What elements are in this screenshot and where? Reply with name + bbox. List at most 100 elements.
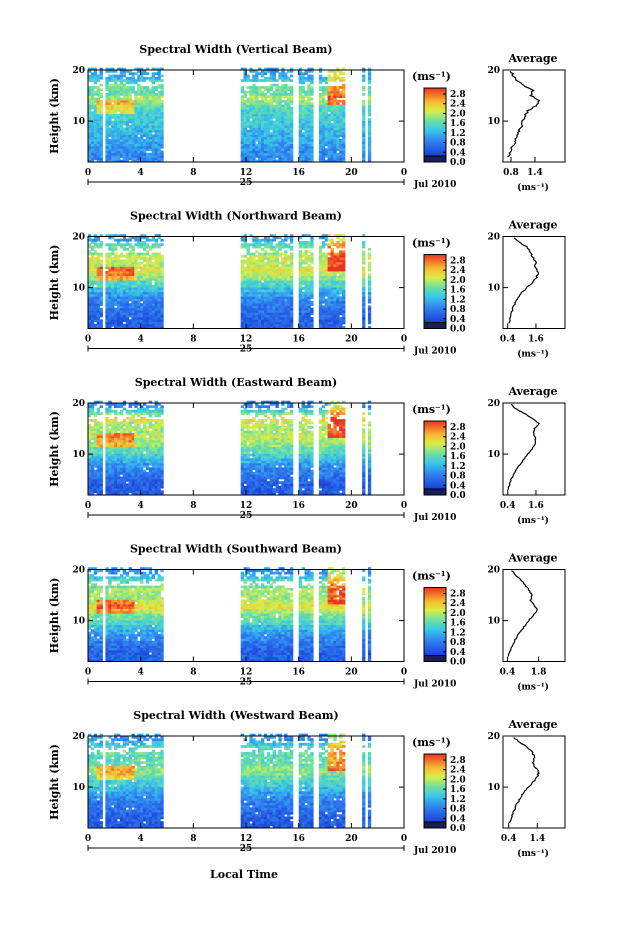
- heatmap-cell: [240, 275, 244, 279]
- heatmap-cell: [281, 99, 285, 103]
- heatmap-cell: [243, 271, 247, 274]
- heatmap-cell: [117, 423, 121, 427]
- profile-y-label: 20: [487, 233, 500, 243]
- heatmap-cell: [131, 492, 135, 496]
- heatmap-cell: [128, 472, 132, 475]
- heatmap-cell: [263, 252, 268, 256]
- heatmap-cell: [272, 104, 276, 108]
- heatmap-cell: [148, 118, 153, 121]
- heatmap-cell: [114, 483, 118, 487]
- heatmap-cell: [327, 155, 331, 158]
- heatmap-cell: [151, 118, 155, 121]
- heatmap-cell: [307, 282, 311, 286]
- heatmap-cell: [255, 139, 259, 142]
- heatmap-cell: [333, 134, 337, 138]
- heatmap-cell: [114, 74, 118, 78]
- heatmap-cell: [140, 307, 144, 311]
- heatmap-cell: [367, 76, 372, 80]
- heatmap-cell: [284, 152, 288, 156]
- heatmap-cell: [301, 104, 305, 108]
- heatmap-cell: [263, 136, 268, 140]
- heatmap-cell: [367, 300, 372, 304]
- heatmap-cell: [284, 88, 288, 92]
- heatmap-cell: [96, 104, 100, 108]
- heatmap-cell: [263, 145, 268, 149]
- heatmap-cell: [134, 102, 138, 105]
- heatmap-cell: [266, 264, 271, 267]
- heatmap-cell: [342, 317, 346, 320]
- heatmap-cell: [243, 79, 247, 82]
- heatmap-cell: [93, 451, 98, 454]
- heatmap-cell: [269, 243, 273, 247]
- heatmap-cell: [298, 280, 302, 283]
- heatmap-cell: [88, 326, 92, 329]
- heatmap-cell: [249, 143, 253, 147]
- heatmap-cell: [252, 300, 256, 304]
- heatmap-cell: [263, 143, 268, 147]
- heatmap-cell: [117, 268, 121, 272]
- heatmap-cell: [342, 134, 346, 138]
- heatmap-cell: [108, 271, 112, 274]
- heatmap-cell: [333, 323, 337, 327]
- heatmap-cell: [128, 245, 132, 249]
- heatmap-cell: [140, 254, 144, 258]
- heatmap-cell: [249, 273, 253, 276]
- heatmap-cell: [333, 157, 337, 161]
- heatmap-cell: [321, 143, 326, 147]
- heatmap-cell: [269, 106, 273, 110]
- heatmap-cell: [140, 109, 144, 112]
- heatmap-cell: [266, 90, 271, 94]
- heatmap-cell: [88, 150, 92, 154]
- heatmap-cell: [246, 300, 250, 304]
- heatmap-cell: [111, 76, 115, 80]
- heatmap-cell: [111, 70, 115, 73]
- heatmap-cell: [114, 485, 118, 489]
- heatmap-cell: [249, 323, 253, 327]
- heatmap-cell: [243, 125, 247, 128]
- heatmap-cell: [339, 268, 343, 272]
- heatmap-cell: [111, 148, 115, 151]
- heatmap-cell: [362, 155, 366, 158]
- heatmap-cell: [243, 305, 247, 309]
- heatmap-cell: [99, 150, 103, 154]
- heatmap-cell: [327, 76, 331, 80]
- heatmap-cell: [278, 323, 282, 327]
- heatmap-cell: [88, 298, 92, 302]
- heatmap-cell: [298, 266, 302, 270]
- heatmap-cell: [88, 312, 92, 316]
- heatmap-cell: [310, 303, 314, 306]
- heatmap-cell: [321, 104, 326, 108]
- heatmap-cell: [96, 284, 100, 288]
- heatmap-cell: [367, 252, 372, 256]
- heatmap-cell: [318, 282, 323, 286]
- heatmap-cell: [88, 319, 92, 322]
- heatmap-cell: [157, 280, 161, 283]
- heatmap-cell: [252, 312, 256, 316]
- heatmap-cell: [269, 120, 273, 124]
- heatmap-cell: [131, 88, 135, 92]
- heatmap-cell: [362, 93, 366, 96]
- heatmap-cell: [90, 99, 95, 103]
- heatmap-cell: [290, 245, 294, 249]
- heatmap-cell: [339, 326, 343, 329]
- heatmap-cell: [255, 104, 259, 108]
- heatmap-cell: [131, 250, 135, 253]
- heatmap-cell: [128, 451, 132, 454]
- heatmap-cell: [301, 102, 305, 105]
- heatmap-cell: [327, 257, 331, 260]
- heatmap-cell: [105, 326, 109, 329]
- heatmap-cell: [134, 141, 138, 144]
- heatmap-cell: [114, 481, 118, 484]
- heatmap-cell: [321, 86, 326, 89]
- heatmap-cell: [367, 136, 372, 140]
- heatmap-cell: [272, 70, 276, 73]
- heatmap-cell: [261, 287, 265, 290]
- heatmap-cell: [252, 282, 256, 286]
- heatmap-cell: [122, 79, 127, 82]
- heatmap-cell: [240, 317, 244, 320]
- heatmap-cell: [134, 442, 138, 445]
- heatmap-cell: [157, 254, 161, 258]
- heatmap-cell: [324, 305, 328, 309]
- heatmap-cell: [284, 134, 288, 138]
- heatmap-cell: [266, 70, 271, 73]
